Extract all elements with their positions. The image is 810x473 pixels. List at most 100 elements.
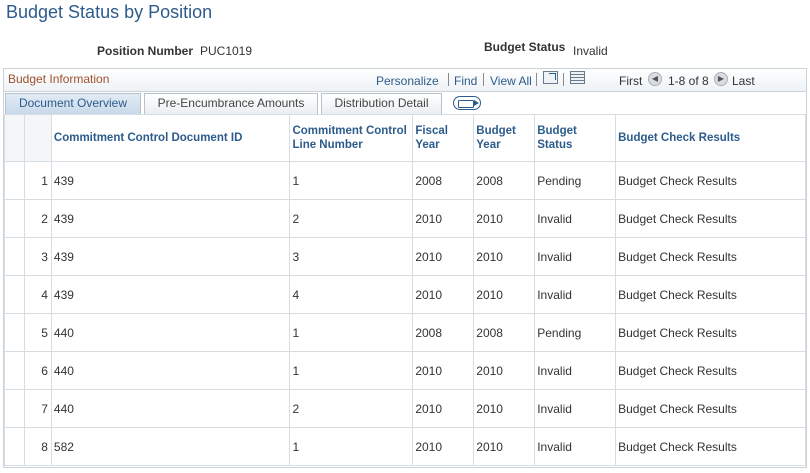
- fiscal-year-cell: 2010: [412, 389, 475, 428]
- budget-status-cell: Invalid: [534, 389, 617, 428]
- grid-header: Budget Information Personalize Find View…: [4, 69, 806, 92]
- document-id-cell: 439: [50, 161, 291, 200]
- line-number-cell: 3: [289, 237, 414, 276]
- document-id-cell: 440: [50, 313, 291, 352]
- budget-check-results-link[interactable]: Budget Check Results: [615, 313, 806, 352]
- column-header[interactable]: Budget Check Results: [615, 114, 806, 162]
- grid-body: Commitment Control Document ID Commitmen…: [4, 114, 806, 467]
- separator: [563, 73, 564, 86]
- budget-status-cell: Invalid: [534, 427, 617, 466]
- fiscal-year-cell: 2010: [412, 427, 475, 466]
- budget-check-results-link[interactable]: Budget Check Results: [615, 275, 806, 314]
- budget-year-cell: 2010: [473, 199, 536, 238]
- find-link[interactable]: Find: [454, 74, 478, 88]
- column-header[interactable]: Commitment Control Line Number: [289, 114, 414, 162]
- table-row: 1 439 1 2008 2008 Pending Budget Check Results: [4, 161, 806, 200]
- table-row: 8 582 1 2010 2010 Invalid Budget Check Results: [4, 427, 806, 466]
- tab-distribution-detail[interactable]: Distribution Detail: [321, 93, 442, 114]
- table-row: 3 439 3 2010 2010 Invalid Budget Check Results: [4, 237, 806, 276]
- table-row: 4 439 4 2010 2010 Invalid Budget Check Results: [4, 275, 806, 314]
- row-spacer: [4, 199, 25, 238]
- view-all-link[interactable]: View All: [490, 74, 532, 88]
- budget-status-label: Budget Status: [484, 40, 566, 54]
- column-header[interactable]: Fiscal Year: [412, 114, 475, 162]
- budget-check-results-link[interactable]: Budget Check Results: [615, 389, 806, 428]
- row-range: 1-8 of 8: [668, 74, 709, 88]
- budget-check-results-link[interactable]: Budget Check Results: [615, 351, 806, 390]
- line-number-cell: 1: [289, 313, 414, 352]
- budget-information-grid: Budget Information Personalize Find View…: [3, 68, 807, 468]
- budget-table: Commitment Control Document ID Commitmen…: [4, 114, 806, 466]
- zoom-icon[interactable]: [543, 71, 558, 84]
- budget-year-cell: 2010: [473, 351, 536, 390]
- previous-icon[interactable]: ◀: [648, 72, 662, 86]
- row-number: 5: [23, 313, 52, 352]
- row-spacer: [4, 351, 25, 390]
- grid-caption: Budget Information: [8, 72, 110, 86]
- budget-check-results-link[interactable]: Budget Check Results: [615, 161, 806, 200]
- show-all-columns-icon[interactable]: [453, 96, 481, 110]
- document-id-cell: 582: [50, 427, 291, 466]
- row-number: 2: [23, 199, 52, 238]
- row-number: 3: [23, 237, 52, 276]
- tab-document-overview[interactable]: Document Overview: [5, 93, 141, 114]
- budget-status-cell: Pending: [534, 161, 617, 200]
- budget-check-results-link[interactable]: Budget Check Results: [615, 427, 806, 466]
- line-number-cell: 1: [289, 351, 414, 390]
- next-icon[interactable]: ▶: [714, 72, 728, 86]
- row-spacer: [4, 427, 25, 466]
- line-number-cell: 2: [289, 199, 414, 238]
- row-spacer: [4, 237, 25, 276]
- budget-status-cell: Pending: [534, 313, 617, 352]
- document-id-cell: 440: [50, 351, 291, 390]
- row-spacer: [4, 161, 25, 200]
- document-id-cell: 439: [50, 199, 291, 238]
- personalize-link[interactable]: Personalize: [376, 74, 439, 88]
- table-row: 2 439 2 2010 2010 Invalid Budget Check Results: [4, 199, 806, 238]
- position-number-value: PUC1019: [200, 44, 253, 58]
- column-header[interactable]: Budget Year: [473, 114, 536, 162]
- row-number: 8: [23, 427, 52, 466]
- budget-year-cell: 2010: [473, 275, 536, 314]
- table-row: 6 440 1 2010 2010 Invalid Budget Check Results: [4, 351, 806, 390]
- position-number-label: Position Number: [97, 44, 194, 58]
- column-header[interactable]: Budget Status: [534, 114, 617, 162]
- tab-pre-encumbrance-amounts[interactable]: Pre-Encumbrance Amounts: [144, 93, 318, 114]
- line-number-cell: 4: [289, 275, 414, 314]
- budget-check-results-link[interactable]: Budget Check Results: [615, 199, 806, 238]
- budget-status-cell: Invalid: [534, 237, 617, 276]
- column-header[interactable]: Commitment Control Document ID: [50, 114, 291, 162]
- budget-year-cell: 2010: [473, 389, 536, 428]
- budget-year-cell: 2010: [473, 427, 536, 466]
- table-row: 5 440 1 2008 2008 Pending Budget Check Results: [4, 313, 806, 352]
- line-number-cell: 1: [289, 161, 414, 200]
- fiscal-year-cell: 2010: [412, 237, 475, 276]
- line-number-cell: 2: [289, 389, 414, 428]
- last-label: Last: [732, 74, 755, 88]
- fiscal-year-cell: 2010: [412, 351, 475, 390]
- separator: [483, 73, 484, 86]
- row-spacer: [4, 389, 25, 428]
- row-number: 7: [23, 389, 52, 428]
- row-number-header: [23, 114, 52, 162]
- table-header-row: Commitment Control Document ID Commitmen…: [4, 114, 806, 162]
- budget-status-cell: Invalid: [534, 351, 617, 390]
- budget-status-value: Invalid: [573, 44, 608, 58]
- table-row: 7 440 2 2010 2010 Invalid Budget Check Results: [4, 389, 806, 428]
- row-number: 6: [23, 351, 52, 390]
- separator: [536, 73, 537, 86]
- budget-year-cell: 2008: [473, 313, 536, 352]
- row-number: 1: [23, 161, 52, 200]
- budget-check-results-link[interactable]: Budget Check Results: [615, 237, 806, 276]
- document-id-cell: 439: [50, 275, 291, 314]
- blank-corner: [4, 114, 25, 162]
- fiscal-year-cell: 2008: [412, 313, 475, 352]
- first-label: First: [619, 74, 643, 88]
- row-spacer: [4, 275, 25, 314]
- budget-year-cell: 2008: [473, 161, 536, 200]
- document-id-cell: 439: [50, 237, 291, 276]
- document-id-cell: 440: [50, 389, 291, 428]
- budget-status-cell: Invalid: [534, 199, 617, 238]
- row-number: 4: [23, 275, 52, 314]
- download-icon[interactable]: [570, 71, 585, 84]
